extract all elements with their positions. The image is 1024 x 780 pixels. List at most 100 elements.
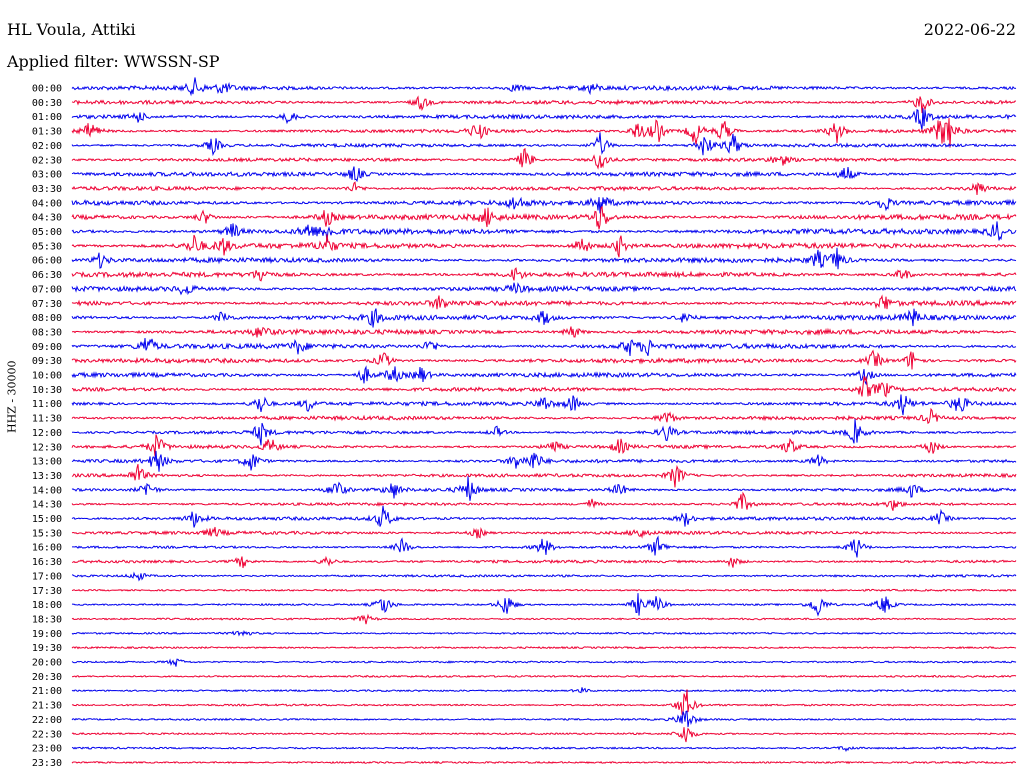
trace-row-1000 — [71, 365, 1017, 386]
row-time-label: 22:00 — [32, 715, 62, 726]
row-time-label: 22:30 — [32, 729, 62, 740]
trace-row-1730 — [71, 588, 1017, 592]
trace-row-0000 — [71, 77, 1017, 97]
station-title: HL Voula, Attiki — [7, 20, 136, 39]
row-label-group: 00:00 00:30 01:00 01:30 02:00 02:30 03:00 03:30… — [32, 84, 62, 769]
row-time-label: 16:00 — [32, 543, 62, 554]
trace-row-0430 — [71, 205, 1017, 230]
trace-row-2100 — [71, 687, 1017, 694]
trace-row-1400 — [71, 476, 1017, 501]
trace-row-2300 — [71, 746, 1017, 753]
trace-row-2230 — [71, 727, 1017, 743]
trace-row-0830 — [71, 326, 1017, 338]
trace-row-0030 — [71, 95, 1017, 114]
row-time-label: 17:30 — [32, 586, 62, 597]
row-time-label: 03:30 — [32, 184, 62, 195]
trace-row-1300 — [71, 450, 1017, 472]
trace-row-1030 — [71, 375, 1017, 398]
row-time-label: 21:00 — [32, 686, 62, 697]
trace-row-1100 — [71, 394, 1017, 416]
row-time-label: 23:00 — [32, 744, 62, 755]
trace-row-0630 — [71, 267, 1017, 282]
row-time-label: 09:30 — [32, 356, 62, 367]
row-time-label: 04:30 — [32, 213, 62, 224]
row-time-label: 03:00 — [32, 170, 62, 181]
trace-row-1830 — [71, 613, 1017, 625]
row-time-label: 11:00 — [32, 399, 62, 410]
trace-row-0400 — [71, 196, 1017, 214]
row-time-label: 12:00 — [32, 428, 62, 439]
row-time-label: 06:30 — [32, 270, 62, 281]
trace-row-2030 — [71, 674, 1017, 678]
row-time-label: 10:00 — [32, 371, 62, 382]
trace-row-1500 — [71, 505, 1017, 528]
row-time-label: 15:30 — [32, 528, 62, 539]
trace-row-0500 — [71, 221, 1017, 242]
filter-label: Applied filter: WWSSN-SP — [7, 52, 220, 71]
trace-row-1600 — [72, 535, 1017, 558]
trace-row-2130 — [71, 689, 1016, 715]
row-time-label: 12:30 — [32, 442, 62, 453]
trace-row-0700 — [71, 282, 1017, 296]
trace-row-0730 — [71, 294, 1017, 310]
row-time-label: 07:00 — [32, 284, 62, 295]
row-time-label: 23:30 — [32, 758, 62, 769]
row-time-label: 14:00 — [32, 485, 62, 496]
row-time-label: 07:30 — [32, 299, 62, 310]
trace-row-2330 — [71, 760, 1017, 765]
row-time-label: 01:30 — [32, 127, 62, 138]
row-time-label: 20:30 — [32, 672, 62, 683]
row-time-label: 18:00 — [32, 600, 62, 611]
row-time-label: 13:00 — [32, 457, 62, 468]
trace-row-1130 — [71, 407, 1017, 425]
trace-group — [71, 77, 1017, 765]
row-time-label: 00:00 — [32, 84, 62, 95]
row-time-label: 20:00 — [32, 658, 62, 669]
trace-row-2000 — [71, 658, 1017, 667]
trace-row-1430 — [71, 491, 1017, 511]
row-time-label: 10:30 — [32, 385, 62, 396]
row-time-label: 15:00 — [32, 514, 62, 525]
trace-row-1930 — [71, 645, 1017, 650]
trace-row-1630 — [71, 555, 1017, 569]
trace-row-1330 — [71, 463, 1017, 488]
trace-row-1800 — [71, 593, 1017, 617]
trace-row-2200 — [71, 710, 1017, 728]
trace-row-1200 — [72, 419, 1017, 446]
row-time-label: 05:30 — [32, 241, 62, 252]
row-time-label: 19:30 — [32, 643, 62, 654]
row-time-label: 16:30 — [32, 557, 62, 568]
row-time-label: 08:00 — [32, 313, 62, 324]
trace-row-0130 — [71, 118, 1017, 148]
trace-row-0600 — [71, 247, 1017, 270]
trace-row-0330 — [71, 181, 1017, 196]
row-time-label: 02:00 — [32, 141, 62, 152]
record-date: 2022-06-22 — [923, 20, 1016, 39]
row-time-label: 04:00 — [32, 198, 62, 209]
row-time-label: 19:00 — [32, 629, 62, 640]
trace-row-0100 — [71, 108, 1017, 131]
trace-row-0230 — [71, 147, 1017, 170]
trace-row-1900 — [71, 630, 1017, 637]
trace-row-1230 — [71, 434, 1017, 457]
row-time-label: 01:00 — [32, 112, 62, 123]
trace-row-1700 — [71, 571, 1017, 582]
row-time-label: 21:30 — [32, 701, 62, 712]
row-time-label: 08:30 — [32, 327, 62, 338]
row-time-label: 11:30 — [32, 414, 62, 425]
row-time-label: 17:00 — [32, 571, 62, 582]
trace-row-0930 — [71, 349, 1017, 370]
row-time-label: 13:30 — [32, 471, 62, 482]
row-time-label: 14:30 — [32, 500, 62, 511]
trace-row-0800 — [71, 308, 1017, 328]
row-time-label: 02:30 — [32, 155, 62, 166]
row-time-label: 18:30 — [32, 614, 62, 625]
row-time-label: 06:00 — [32, 256, 62, 267]
trace-row-0200 — [71, 132, 1017, 157]
row-time-label: 05:00 — [32, 227, 62, 238]
trace-row-0900 — [71, 337, 1017, 357]
row-time-label: 09:00 — [32, 342, 62, 353]
trace-row-1530 — [71, 526, 1017, 539]
row-time-label: 00:30 — [32, 98, 62, 109]
